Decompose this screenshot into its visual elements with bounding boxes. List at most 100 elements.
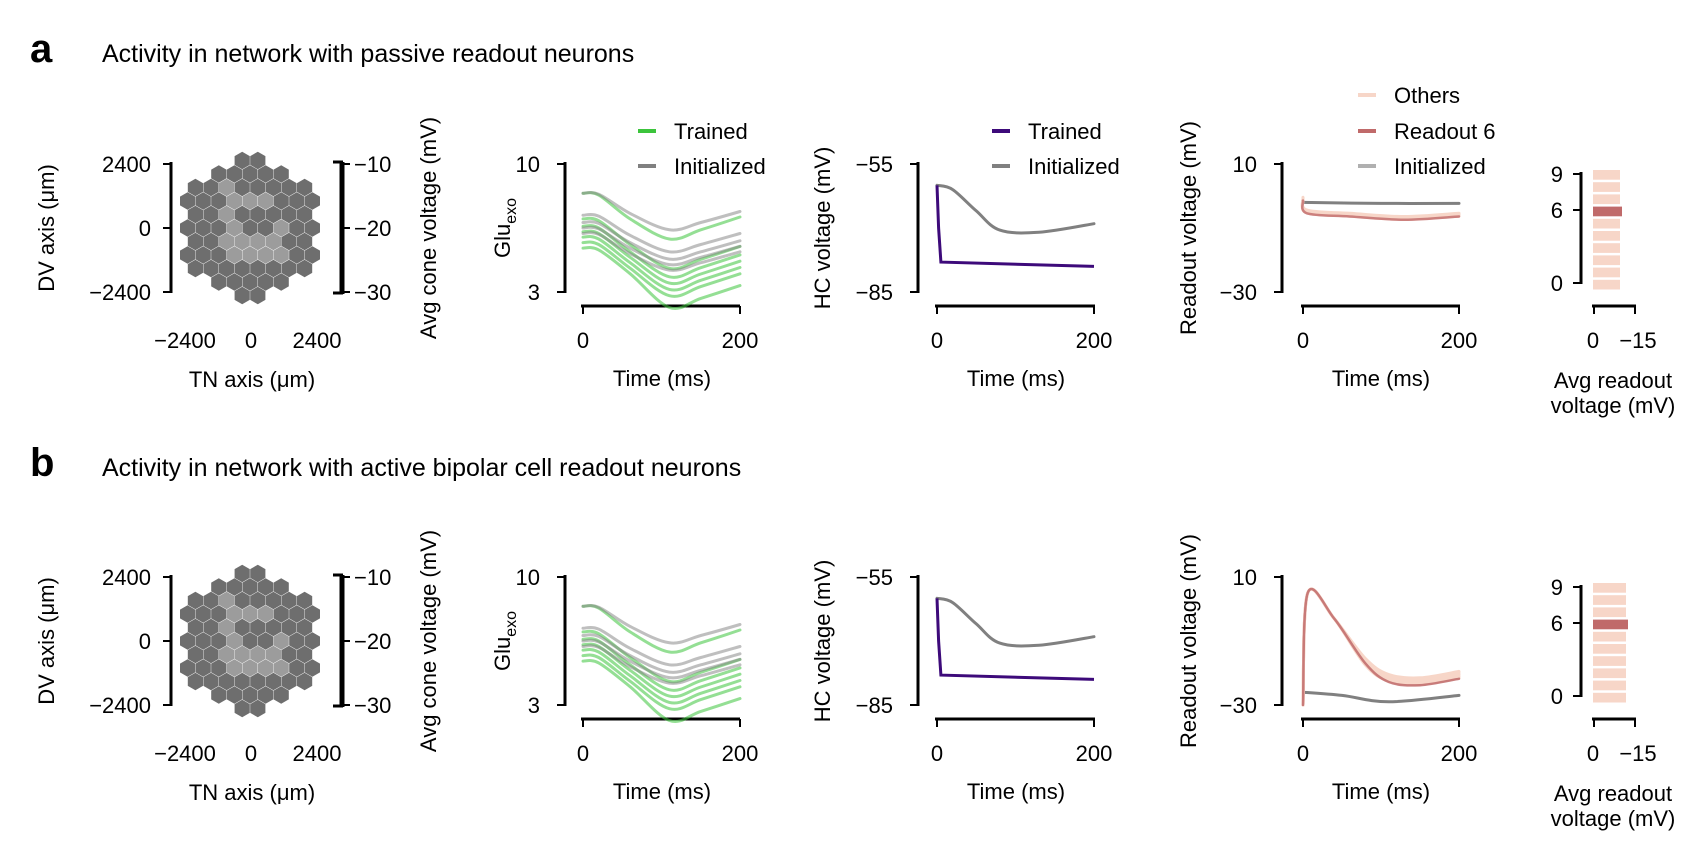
bar-readout6 [1593, 619, 1628, 630]
x-tick-label: 200 [1076, 328, 1113, 353]
hex-cell [195, 219, 211, 237]
y-tick-label: −85 [856, 693, 893, 718]
glu-plot-a: 10 3 0 200 Time (ms) Gluexo Trained Init… [490, 119, 766, 391]
hex-cell [258, 165, 274, 183]
y-tick-label: 0 [1551, 271, 1563, 296]
hex-cell [234, 591, 250, 610]
panel-a: a Activity in network with passive reado… [30, 27, 1675, 418]
bar-other [1593, 267, 1620, 278]
hex-cell [265, 205, 281, 224]
colorbar-tick-label: −20 [354, 216, 391, 241]
hex-cell [281, 645, 297, 664]
hex-cell [219, 672, 235, 691]
hex-cell [234, 564, 250, 583]
hex-cell [289, 246, 305, 264]
hex-cell [250, 699, 266, 718]
trained-trace [581, 246, 742, 310]
hex-cell [250, 286, 266, 305]
hex-cell [273, 246, 289, 264]
panel-title-a: Activity in network with passive readout… [102, 40, 634, 68]
hex-cell [234, 151, 250, 170]
x-axis-label: Time (ms) [967, 779, 1065, 804]
initialized-trace [581, 220, 742, 261]
hex-cell [187, 178, 203, 197]
hex-cell [211, 219, 227, 237]
hex-cell [203, 591, 219, 610]
bar-other [1593, 182, 1620, 192]
x-axis-label: Time (ms) [1332, 366, 1430, 391]
hex-cell [242, 605, 258, 623]
y-tick-label: 9 [1551, 162, 1563, 187]
x-tick-label: 0 [245, 328, 257, 353]
hex-cell [234, 232, 250, 251]
hex-cell [211, 246, 227, 264]
x-axis-label-line2: voltage (mV) [1551, 393, 1676, 418]
hex-cell [242, 273, 258, 291]
hc-plot-b: −55 −85 0 200 Time (ms) HC voltage (mV) [810, 560, 1112, 804]
hex-cell [304, 246, 320, 264]
hex-cell [273, 659, 289, 677]
hex-cell [180, 659, 196, 677]
hex-cell [234, 672, 250, 691]
hex-cell [203, 178, 219, 197]
legend-label-trained: Trained [674, 119, 748, 144]
hex-cell [195, 605, 211, 623]
hex-cell [234, 699, 250, 718]
hex-cell [281, 591, 297, 610]
x-tick-label: 0 [577, 741, 589, 766]
x-tick-label: 0 [1587, 328, 1599, 353]
x-tick-label: 0 [1297, 328, 1309, 353]
y-tick-label: 3 [528, 280, 540, 305]
initialized-trace [1301, 200, 1461, 205]
hex-cell [187, 672, 203, 691]
y-axis-label: HC voltage (mV) [810, 560, 835, 723]
hex-cell [258, 686, 274, 704]
hex-cell [297, 618, 313, 637]
legend-label-initialized: Initialized [674, 154, 766, 179]
hex-cell [187, 618, 203, 637]
hex-map-a: 2400 0 −2400 −2400 0 2400 TN axis (μm) D… [34, 117, 441, 392]
hex-cell [219, 178, 235, 197]
hex-cell [211, 632, 227, 650]
hex-cell [281, 232, 297, 251]
y-axis-label: Gluexo [490, 611, 520, 671]
hc-plot-a: −55 −85 0 200 Time (ms) HC voltage (mV) … [810, 119, 1120, 391]
bar-other [1593, 194, 1620, 205]
hex-cell [187, 259, 203, 278]
x-axis-label: TN axis (μm) [189, 780, 315, 805]
panel-title-b: Activity in network with active bipolar … [102, 454, 741, 482]
x-tick-label: 200 [1076, 741, 1113, 766]
x-tick-label: 200 [1441, 328, 1478, 353]
hex-cell [219, 232, 235, 251]
hex-cell [304, 605, 320, 623]
readout-plot-a: 10 −30 0 200 Time (ms) Readout voltage (… [1176, 83, 1496, 391]
bar-other [1593, 231, 1620, 241]
hex-cell [273, 632, 289, 650]
x-axis-label-line1: Avg readout [1554, 781, 1672, 806]
x-tick-label: 2400 [293, 741, 342, 766]
hex-cell [211, 659, 227, 677]
hex-cell [281, 259, 297, 278]
bar-other [1593, 680, 1626, 691]
y-axis-label: Readout voltage (mV) [1176, 534, 1201, 748]
y-tick-label: 10 [1233, 152, 1257, 177]
y-tick-label: 6 [1551, 611, 1563, 636]
bar-other [1593, 255, 1620, 266]
x-tick-label: 0 [1297, 741, 1309, 766]
hex-cell [226, 219, 242, 237]
hex-cell [273, 192, 289, 210]
hex-cell [226, 192, 242, 210]
x-axis-label: Time (ms) [967, 366, 1065, 391]
bar-other [1593, 583, 1626, 593]
hex-cell [265, 259, 281, 278]
bars-plot-a: 9 6 0 0 −15 Avg readout voltage (mV) [1551, 162, 1676, 418]
bar-other [1593, 243, 1620, 253]
y-tick-label: 3 [528, 693, 540, 718]
x-tick-label: 200 [722, 328, 759, 353]
bar-readout6 [1593, 206, 1622, 217]
hex-cell [304, 192, 320, 210]
glu-plot-b: 10 3 0 200 Time (ms) Gluexo [490, 565, 758, 804]
hex-cell [250, 591, 266, 610]
hex-cell [195, 659, 211, 677]
